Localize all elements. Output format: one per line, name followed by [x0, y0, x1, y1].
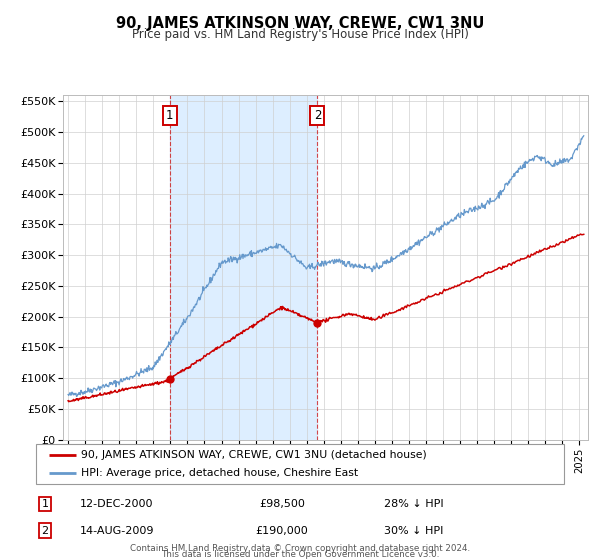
Text: 14-AUG-2009: 14-AUG-2009	[80, 526, 154, 536]
FancyBboxPatch shape	[36, 444, 564, 484]
Bar	[170, 95, 317, 440]
Text: 12-DEC-2000: 12-DEC-2000	[80, 499, 154, 509]
Text: Contains HM Land Registry data © Crown copyright and database right 2024.: Contains HM Land Registry data © Crown c…	[130, 544, 470, 553]
Text: This data is licensed under the Open Government Licence v3.0.: This data is licensed under the Open Gov…	[161, 550, 439, 559]
Text: 28% ↓ HPI: 28% ↓ HPI	[384, 499, 444, 509]
Text: 2: 2	[314, 109, 321, 122]
Text: 1: 1	[166, 109, 173, 122]
Text: £98,500: £98,500	[259, 499, 305, 509]
Text: Price paid vs. HM Land Registry's House Price Index (HPI): Price paid vs. HM Land Registry's House …	[131, 28, 469, 41]
Text: 90, JAMES ATKINSON WAY, CREWE, CW1 3NU: 90, JAMES ATKINSON WAY, CREWE, CW1 3NU	[116, 16, 484, 31]
Text: 90, JAMES ATKINSON WAY, CREWE, CW1 3NU (detached house): 90, JAMES ATKINSON WAY, CREWE, CW1 3NU (…	[81, 450, 427, 460]
Text: HPI: Average price, detached house, Cheshire East: HPI: Average price, detached house, Ches…	[81, 468, 358, 478]
Text: 2: 2	[41, 526, 49, 536]
Text: 1: 1	[41, 499, 49, 509]
Text: 30% ↓ HPI: 30% ↓ HPI	[385, 526, 443, 536]
Text: £190,000: £190,000	[256, 526, 308, 536]
